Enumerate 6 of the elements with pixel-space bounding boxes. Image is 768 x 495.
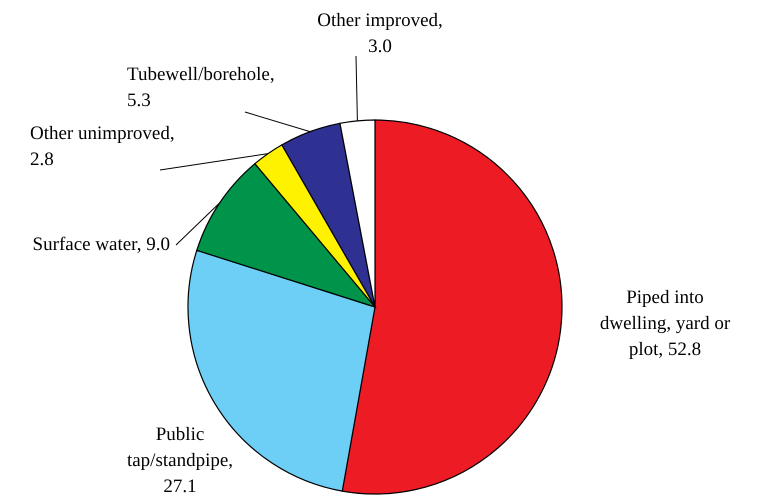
slice-label: Tubewell/borehole, 5.3 (127, 64, 275, 111)
slice-label: Other unimproved, 2.8 (30, 123, 175, 170)
slice-label: Piped into dwelling, yard or plot, 52.8 (600, 287, 731, 360)
slice-label: Surface water, 9.0 (32, 234, 170, 255)
slice-label: Other improved, 3.0 (317, 10, 443, 57)
slice-label: Public tap/standpipe, 27.1 (126, 424, 234, 495)
